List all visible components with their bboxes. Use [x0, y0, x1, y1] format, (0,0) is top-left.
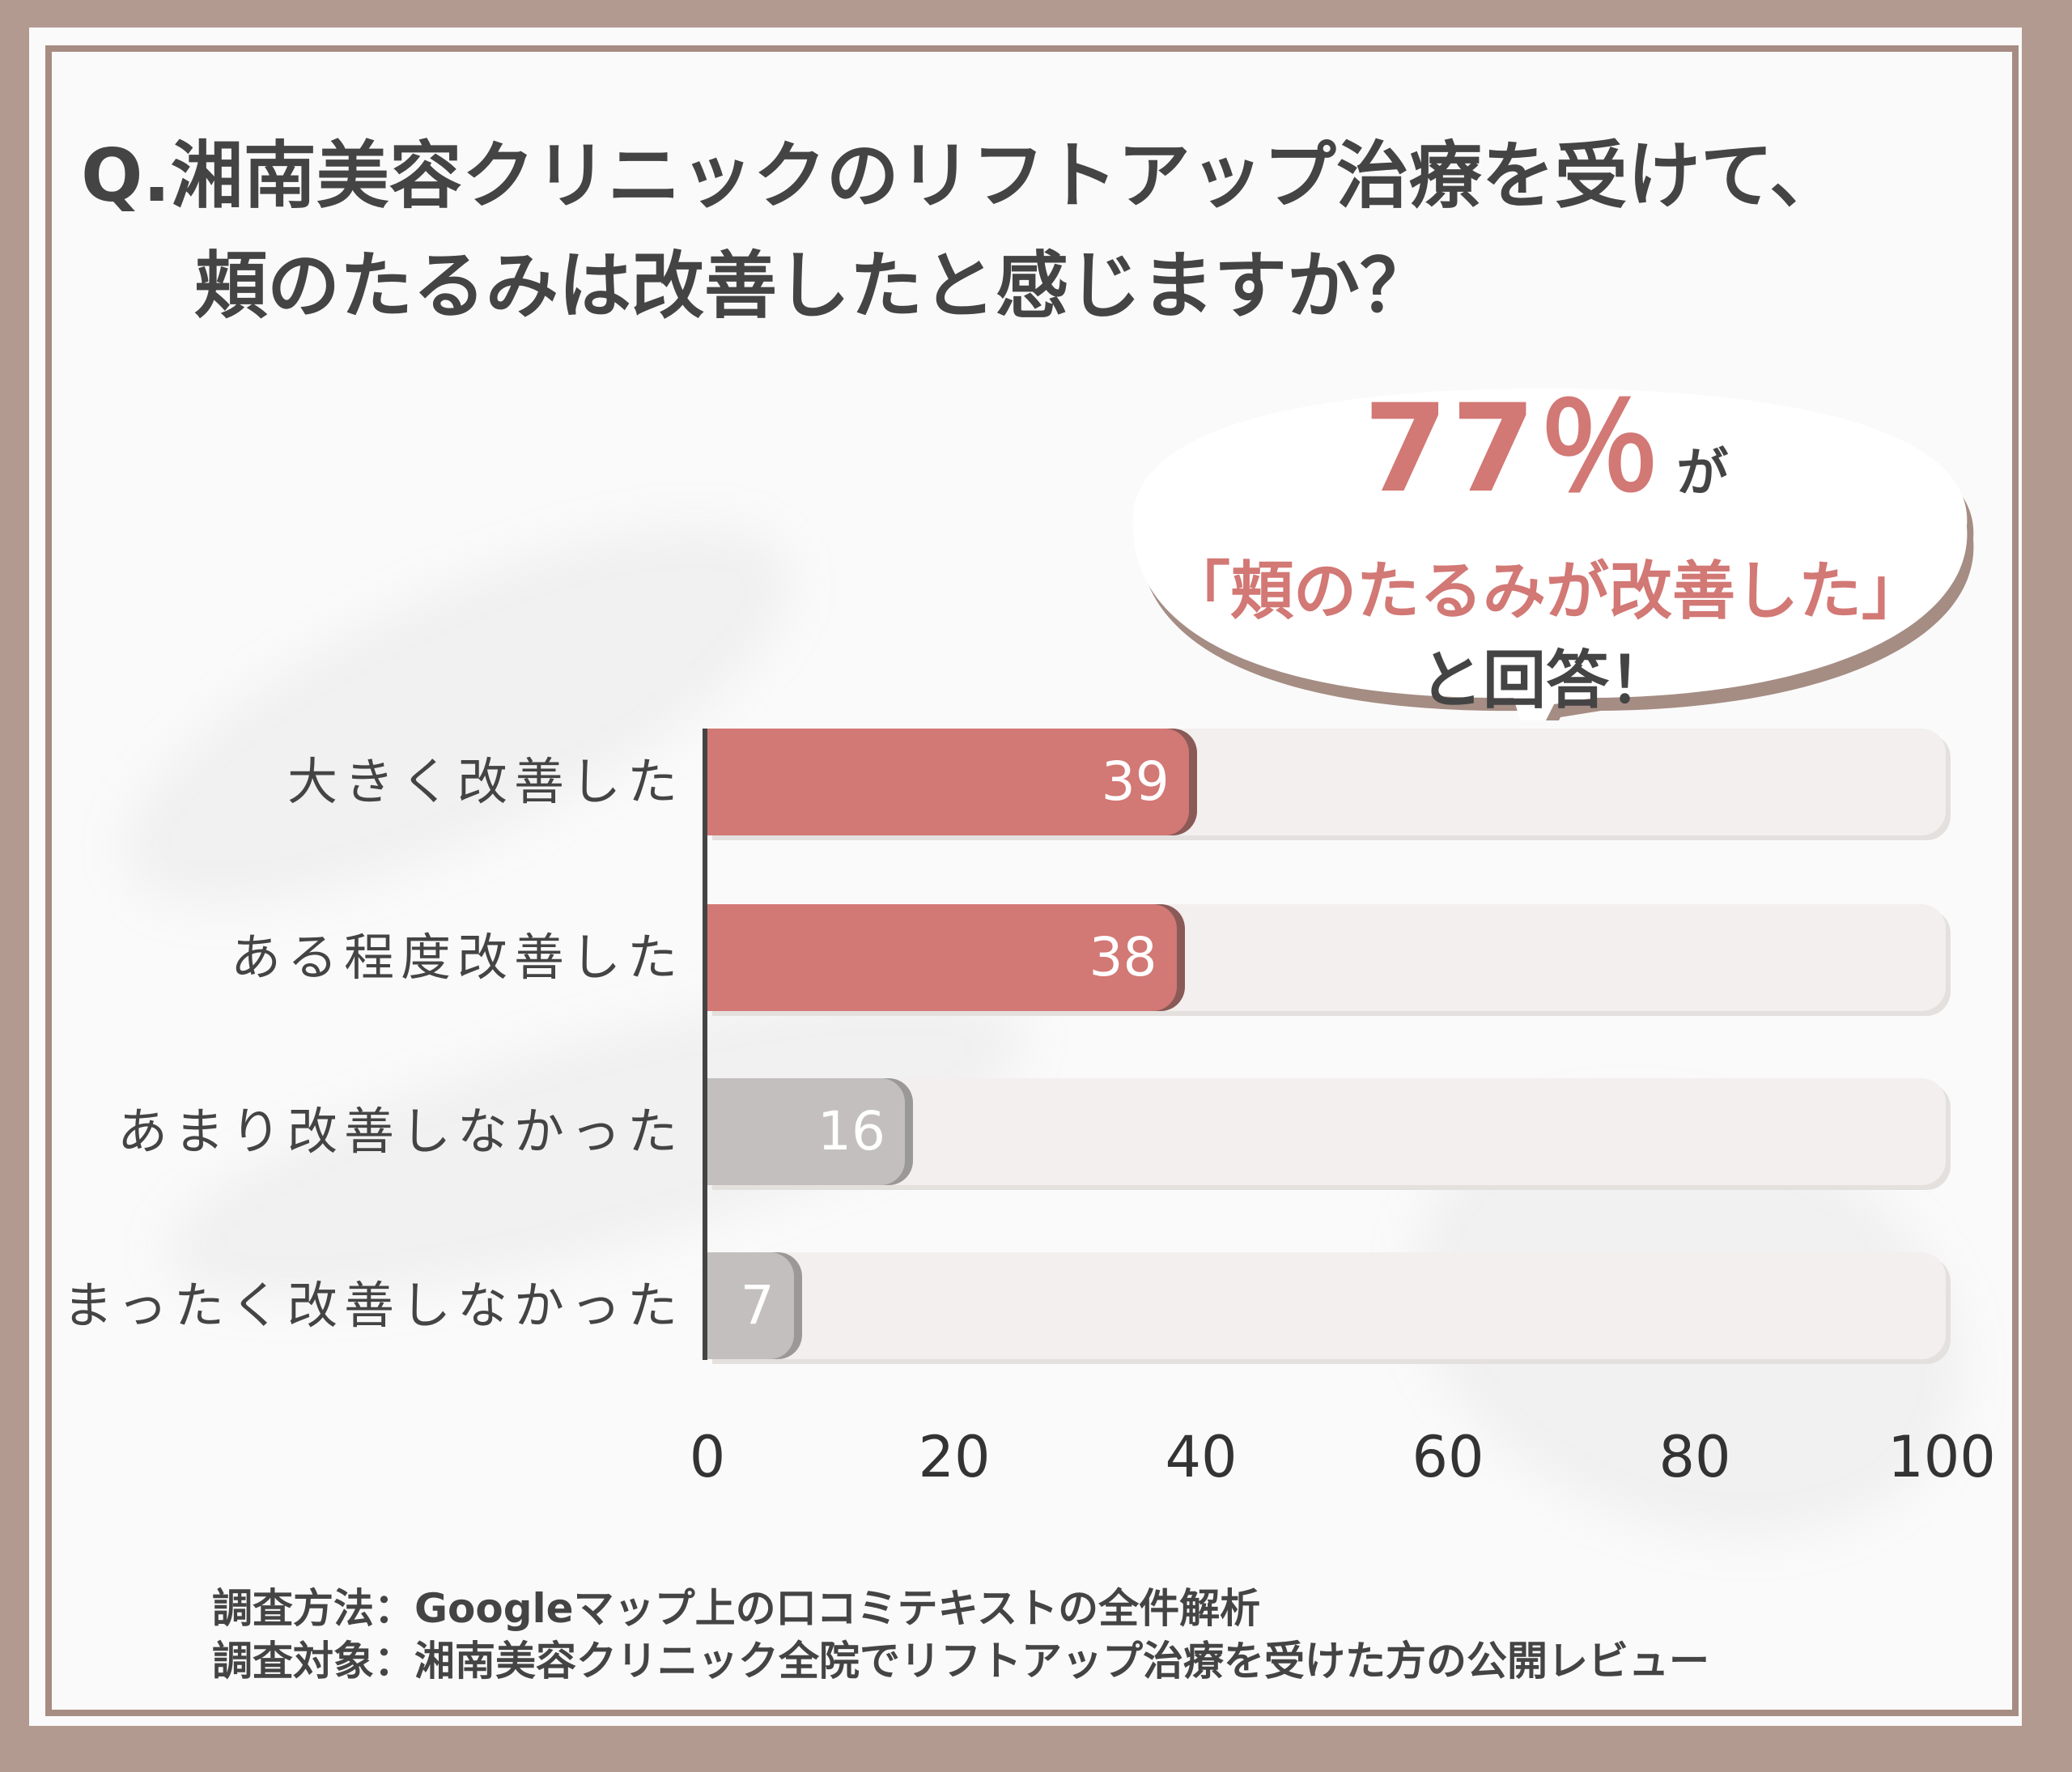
bar-value-label: 39	[1101, 750, 1170, 813]
x-tick-label: 100	[1887, 1424, 1996, 1490]
bar	[707, 1078, 905, 1185]
survey-method-note: 調査方法：Googleマップ上の口コミテキストの全件解析	[212, 1585, 1261, 1632]
bar	[707, 1252, 794, 1359]
x-tick-label: 80	[1658, 1424, 1731, 1490]
x-tick-label: 40	[1165, 1424, 1238, 1490]
background-shadow	[76, 451, 840, 980]
chart-card	[29, 28, 2022, 1726]
callout-percent: 77％	[1363, 379, 1664, 520]
survey-target-note: 調査対象：湘南美容クリニック全院でリフトアップ治療を受けた方の公開レビュー	[212, 1638, 1709, 1685]
y-axis-line	[703, 729, 707, 1360]
bar-track	[707, 1252, 1946, 1359]
x-tick-label: 20	[918, 1424, 991, 1490]
bar-value-label: 16	[817, 1100, 885, 1162]
x-tick-label: 60	[1412, 1424, 1484, 1490]
bar	[707, 729, 1189, 835]
callout-text: 77％が 「頬のたるみが改善した」 と回答！	[1076, 380, 2015, 725]
bar-value-label: 38	[1089, 926, 1157, 988]
bar-value-label: 7	[740, 1274, 775, 1336]
category-label: まったく改善しなかった	[62, 1276, 684, 1335]
callout-answer: と回答！	[1419, 644, 1672, 717]
chart-title: Q.湘南美容クリニックのリフトアップ治療を受けて、 頬のたるみは改善したと感じま…	[81, 121, 2007, 342]
bar-track	[707, 1078, 1946, 1185]
title-line-2: 頬のたるみは改善したと感じますか？	[194, 244, 1433, 329]
speech-bubble	[1132, 389, 1974, 720]
callout-ga: が	[1676, 444, 1729, 504]
bar	[707, 904, 1177, 1011]
x-tick-label: 0	[689, 1424, 726, 1490]
title-line-1: Q.湘南美容クリニックのリフトアップ治療を受けて、	[81, 134, 1843, 219]
callout-quote: 「頬のたるみが改善した」	[1166, 555, 1925, 628]
category-label: ある程度改善した	[230, 928, 684, 987]
category-label: あまり改善しなかった	[117, 1102, 684, 1161]
category-label: 大きく改善した	[287, 752, 684, 811]
